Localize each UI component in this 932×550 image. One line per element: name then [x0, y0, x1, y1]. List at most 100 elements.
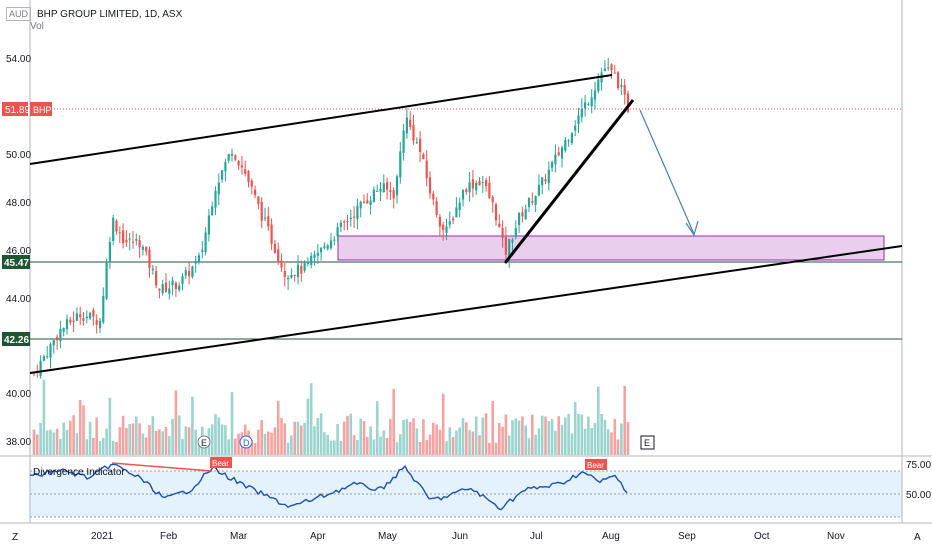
volume-bar: [217, 417, 221, 455]
candle-body: [102, 295, 105, 323]
volume-bar: [425, 440, 428, 455]
candle-body: [491, 197, 494, 203]
currency-badge[interactable]: AUD: [6, 7, 32, 21]
volume-bar: [171, 418, 174, 455]
volume-bar: [118, 427, 122, 455]
candle-body: [504, 237, 507, 255]
volume-bar: [105, 428, 108, 455]
forecast-arrowhead: [685, 220, 699, 237]
volume-bar: [263, 433, 267, 455]
future-earnings-marker[interactable]: E: [640, 435, 655, 450]
candle-body: [306, 261, 309, 264]
volume-bar: [309, 383, 313, 455]
candle-body: [85, 316, 88, 319]
candle-body: [478, 181, 481, 186]
price-axis[interactable]: 54.00 50.00 48.00 46.00 44.00 40.00 38.0…: [6, 54, 31, 448]
volume-bar: [379, 436, 382, 455]
symbol-title[interactable]: BHP GROUP LIMITED, 1D, ASX: [37, 9, 183, 20]
volume-bar: [369, 426, 372, 455]
volume-bar: [422, 419, 425, 455]
candle-body: [105, 262, 108, 299]
volume-bar: [128, 423, 131, 455]
forecast-arrow[interactable]: [639, 109, 695, 235]
volume-bar: [597, 386, 600, 455]
time-axis[interactable]: 2021 Feb Mar Apr May Jun Jul Aug Sep Oct…: [91, 531, 845, 542]
volume-bar: [49, 429, 52, 455]
price-tick: 44.00: [6, 294, 31, 305]
candle-body: [359, 201, 362, 209]
candle-body: [597, 79, 600, 92]
volume-bar: [468, 430, 471, 455]
volume-bar: [428, 434, 432, 455]
main-pane[interactable]: [30, 0, 902, 455]
volume-bar: [418, 441, 422, 455]
candle-body: [518, 213, 521, 225]
volume-bar: [458, 427, 461, 455]
candle-body: [171, 280, 174, 286]
volume-bar: [524, 425, 527, 455]
candle-body: [468, 182, 471, 193]
dividend-marker[interactable]: D: [239, 435, 253, 449]
volume-bar: [451, 437, 455, 455]
price-tick: 54.00: [6, 54, 31, 65]
volume-bar: [69, 420, 72, 455]
time-tick: Apr: [310, 531, 326, 542]
rising-trendline[interactable]: [503, 99, 635, 264]
volume-bar: [290, 435, 293, 455]
candle-body: [544, 179, 547, 182]
candle-body: [227, 154, 230, 161]
candle-body: [508, 239, 511, 259]
candle-body: [320, 247, 323, 253]
candle-body: [82, 318, 85, 321]
lower-channel-line[interactable]: [29, 245, 903, 374]
candle-body: [313, 254, 316, 258]
volume-bar: [349, 413, 353, 455]
volume-bar: [55, 428, 59, 455]
zoom-button[interactable]: Z: [12, 532, 18, 543]
support-price-badge: 45.47: [2, 255, 30, 269]
volume-bar: [544, 416, 547, 455]
volume-bar: [517, 420, 521, 455]
volume-bar: [333, 440, 336, 455]
auto-scale-button[interactable]: A: [914, 532, 921, 543]
volume-bar: [234, 438, 237, 455]
candle-body: [237, 161, 240, 166]
volume-bar: [135, 416, 138, 455]
candle-body: [240, 165, 243, 168]
volume-bar: [224, 425, 227, 455]
earnings-marker[interactable]: E: [197, 435, 211, 449]
candle-body: [174, 282, 177, 290]
volume-bar: [392, 388, 395, 455]
candle-body: [280, 260, 283, 268]
candle-body: [122, 230, 125, 244]
candle-body: [402, 130, 405, 153]
volume-bar: [227, 439, 230, 455]
upper-channel-line[interactable]: [29, 74, 613, 165]
volume-bar: [564, 417, 567, 455]
candle-body: [151, 268, 154, 271]
candle-body: [72, 320, 75, 322]
volume-bar: [511, 420, 514, 455]
volume-bar: [359, 418, 362, 455]
volume-bar: [521, 416, 524, 455]
candle-body: [372, 189, 375, 202]
candle-body: [188, 270, 191, 277]
volume-bar: [293, 421, 296, 455]
candle-body: [445, 226, 448, 233]
candle-body: [158, 288, 161, 291]
volume-bar: [45, 430, 49, 455]
candle-body: [333, 239, 336, 241]
demand-zone[interactable]: [337, 235, 885, 261]
candle-body: [488, 182, 491, 199]
volume-bar: [177, 415, 181, 455]
volume-bar: [402, 419, 405, 455]
candle-body: [56, 337, 59, 341]
candle-body: [514, 228, 517, 237]
candle-body: [46, 356, 49, 358]
candle-body: [399, 151, 402, 178]
volume-bar: [164, 426, 168, 455]
volume-bar: [603, 419, 607, 455]
volume-bar: [78, 399, 82, 455]
volume-bar: [342, 421, 346, 455]
